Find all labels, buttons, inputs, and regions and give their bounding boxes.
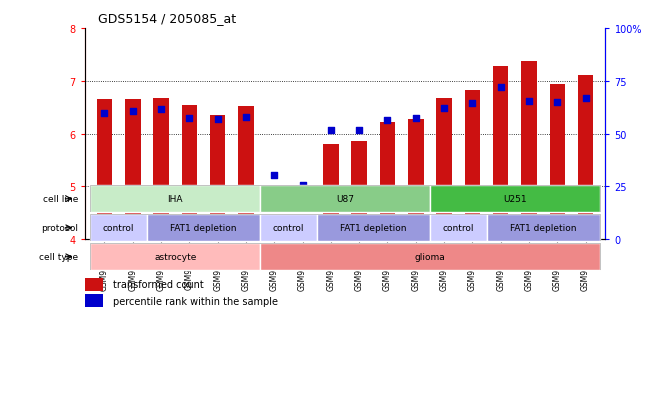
Bar: [549, 85, 565, 240]
Text: U251: U251: [503, 195, 527, 204]
Point: [581, 96, 591, 102]
Bar: [85, 278, 103, 291]
Bar: [125, 100, 141, 240]
Bar: [153, 98, 169, 240]
Text: control: control: [273, 224, 304, 233]
Point: [354, 127, 365, 134]
Point: [241, 114, 251, 121]
Point: [184, 115, 195, 122]
Text: glioma: glioma: [415, 253, 445, 261]
Bar: [352, 142, 367, 240]
Text: FAT1 depletion: FAT1 depletion: [340, 224, 407, 233]
Bar: [486, 215, 600, 242]
Point: [128, 109, 138, 115]
Point: [439, 106, 449, 112]
Point: [411, 115, 421, 122]
Point: [495, 85, 506, 91]
Point: [298, 183, 308, 189]
Point: [467, 100, 478, 107]
Text: IHA: IHA: [167, 195, 183, 204]
Bar: [436, 98, 452, 240]
Bar: [323, 145, 339, 240]
Text: transformed count: transformed count: [113, 280, 204, 290]
Bar: [578, 76, 594, 240]
Bar: [266, 218, 282, 240]
Bar: [317, 215, 430, 242]
Bar: [408, 119, 424, 240]
Text: cell line: cell line: [43, 195, 78, 204]
Bar: [85, 294, 103, 307]
Point: [156, 106, 166, 113]
Point: [382, 118, 393, 124]
Point: [269, 172, 279, 178]
Bar: [295, 230, 311, 240]
Text: GDS5154 / 205085_at: GDS5154 / 205085_at: [98, 12, 236, 25]
Bar: [238, 107, 254, 240]
Text: FAT1 depletion: FAT1 depletion: [510, 224, 576, 233]
Point: [552, 100, 562, 106]
Bar: [430, 186, 600, 213]
Text: control: control: [443, 224, 474, 233]
Point: [326, 127, 336, 134]
Bar: [465, 91, 480, 240]
Bar: [90, 244, 260, 271]
Text: astrocyte: astrocyte: [154, 253, 197, 261]
Bar: [430, 215, 486, 242]
Bar: [521, 62, 537, 240]
Bar: [147, 215, 260, 242]
Bar: [210, 116, 225, 240]
Text: cell type: cell type: [39, 253, 78, 261]
Point: [212, 116, 223, 123]
Bar: [493, 67, 508, 240]
Bar: [380, 123, 395, 240]
Text: control: control: [103, 224, 134, 233]
Bar: [90, 215, 147, 242]
Bar: [260, 186, 430, 213]
Bar: [260, 244, 600, 271]
Text: percentile rank within the sample: percentile rank within the sample: [113, 296, 278, 306]
Bar: [182, 105, 197, 240]
Text: protocol: protocol: [41, 224, 78, 233]
Text: FAT1 depletion: FAT1 depletion: [171, 224, 237, 233]
Text: U87: U87: [336, 195, 354, 204]
Point: [524, 98, 534, 105]
Point: [99, 111, 109, 118]
Bar: [90, 186, 260, 213]
Bar: [260, 215, 317, 242]
Bar: [96, 100, 112, 240]
